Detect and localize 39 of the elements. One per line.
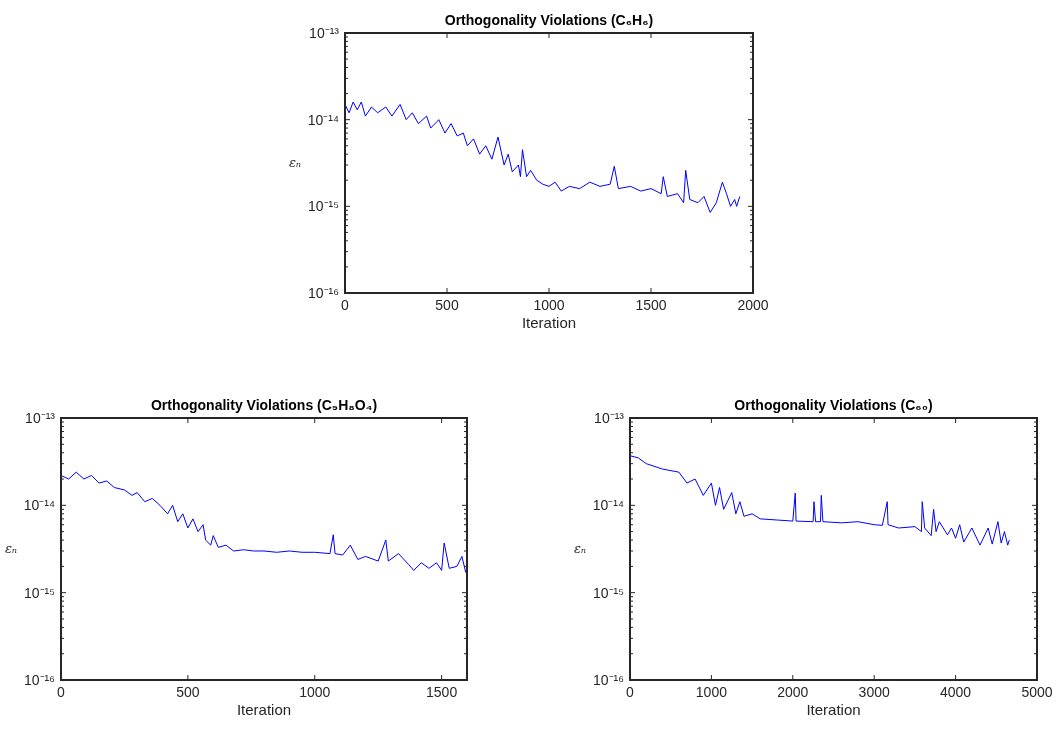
y-axis-title: εₙ [288,155,302,170]
y-tick-label: 10⁻¹⁵ [307,198,339,215]
x-tick-label: 2000 [777,684,809,700]
y-tick-label: 10⁻¹⁶ [593,672,624,688]
x-tick-label: 1500 [426,684,458,700]
chart-title: Orthogonality Violations (C₆₀) [734,397,933,413]
y-tick-label: 10⁻¹⁵ [592,584,624,601]
x-axis-title: Iteration [521,314,577,331]
line-series [344,101,741,213]
line-series [629,455,1010,546]
y-tick-label: 10⁻¹³ [25,410,56,426]
y-axis-title: εₙ [4,541,18,556]
y-tick-label: 10⁻¹³ [309,25,340,41]
x-tick-label: 0 [626,684,635,700]
y-tick-label: 10⁻¹⁵ [23,584,55,601]
x-axis-title: Iteration [236,701,292,718]
y-tick-label: 10⁻¹³ [594,410,625,426]
x-tick-label: 2000 [737,297,769,313]
y-tick-label: 10⁻¹⁶ [308,285,339,301]
line-series [60,471,467,574]
x-axis-title: Iteration [806,701,861,718]
y-tick-label: 10⁻¹⁴ [23,497,55,514]
x-tick-label: 3000 [858,684,890,700]
chart-title: Orthogonality Violations (C₉H₈O₄) [150,397,378,413]
y-tick-label: 10⁻¹⁴ [307,111,339,128]
x-tick-label: 4000 [940,684,972,700]
x-tick-label: 1000 [695,684,728,700]
y-axis-title: εₙ [573,541,587,556]
x-tick-label: 1500 [635,297,667,313]
x-tick-label: 0 [57,684,66,700]
x-tick-label: 1000 [299,684,331,700]
x-tick-label: 5000 [1021,684,1053,700]
x-tick-label: 0 [341,297,350,313]
y-tick-label: 10⁻¹⁶ [24,672,55,688]
y-tick-label: 10⁻¹⁴ [592,497,624,514]
chart-title: Orthogonality Violations (C₆H₆) [444,12,654,28]
x-tick-label: 500 [176,684,200,700]
x-tick-label: 500 [435,297,459,313]
x-tick-label: 1000 [533,297,565,313]
